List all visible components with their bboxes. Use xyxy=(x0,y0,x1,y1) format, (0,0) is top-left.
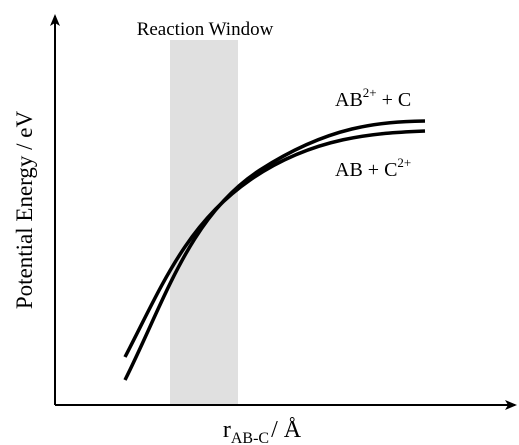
label-sup: 2+ xyxy=(397,155,411,170)
label-part: AB xyxy=(335,89,363,111)
reaction-window-label: Reaction Window xyxy=(137,19,274,40)
label-sup: 2+ xyxy=(363,85,377,100)
curve-ab2-c xyxy=(123,119,426,381)
y-axis-label: Potential Energy / eV xyxy=(12,110,37,309)
label-part: + C xyxy=(377,89,412,111)
curve-label: AB2+ + C xyxy=(335,85,411,111)
x-axis-label: rAB-C/ Å xyxy=(223,417,302,445)
curve-ab-c2 xyxy=(123,129,426,358)
curve-label: AB + C2+ xyxy=(335,155,411,181)
label-sub: AB-C xyxy=(231,430,269,445)
label-part: r xyxy=(223,417,231,443)
label-part: / Å xyxy=(271,417,302,443)
label-part: AB + C xyxy=(335,159,397,181)
